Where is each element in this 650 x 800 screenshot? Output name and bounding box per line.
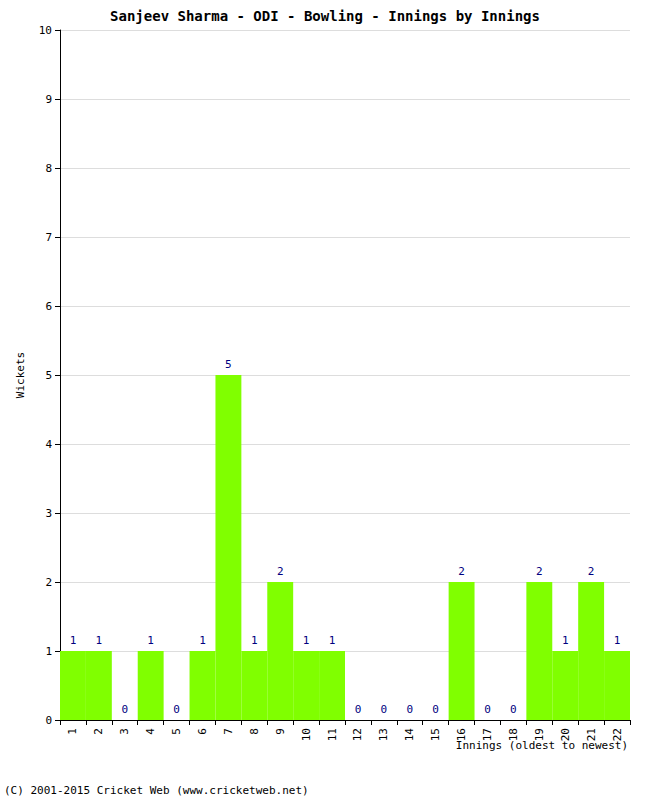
svg-text:2: 2 (277, 565, 284, 578)
svg-text:(C) 2001-2015 Cricket Web (www: (C) 2001-2015 Cricket Web (www.cricketwe… (4, 784, 309, 797)
svg-text:0: 0 (381, 703, 388, 716)
svg-text:0: 0 (406, 703, 413, 716)
svg-text:5: 5 (45, 369, 52, 382)
svg-text:7: 7 (222, 728, 235, 735)
svg-text:1: 1 (329, 634, 336, 647)
svg-text:1: 1 (66, 728, 79, 735)
svg-text:Sanjeev Sharma - ODI - Bowling: Sanjeev Sharma - ODI - Bowling - Innings… (110, 8, 540, 24)
svg-text:17: 17 (481, 728, 494, 741)
svg-text:1: 1 (96, 634, 103, 647)
svg-text:4: 4 (45, 438, 52, 451)
svg-text:19: 19 (533, 728, 546, 741)
svg-text:2: 2 (45, 576, 52, 589)
svg-text:10: 10 (300, 728, 313, 741)
svg-text:10: 10 (39, 24, 52, 37)
svg-text:9: 9 (45, 93, 52, 106)
svg-text:1: 1 (251, 634, 258, 647)
svg-text:6: 6 (45, 300, 52, 313)
svg-text:Innings (oldest to newest): Innings (oldest to newest) (455, 739, 628, 752)
svg-text:3: 3 (45, 507, 52, 520)
svg-text:1: 1 (614, 634, 621, 647)
svg-text:9: 9 (274, 728, 287, 735)
svg-text:8: 8 (248, 728, 261, 735)
svg-text:1: 1 (562, 634, 569, 647)
svg-text:2: 2 (536, 565, 543, 578)
svg-text:Wickets: Wickets (14, 352, 27, 398)
svg-text:0: 0 (121, 703, 128, 716)
svg-text:1: 1 (70, 634, 77, 647)
svg-text:21: 21 (585, 728, 598, 741)
svg-text:8: 8 (45, 162, 52, 175)
svg-text:16: 16 (455, 728, 468, 741)
svg-text:0: 0 (484, 703, 491, 716)
svg-text:2: 2 (92, 728, 105, 735)
svg-text:0: 0 (432, 703, 439, 716)
svg-text:20: 20 (559, 728, 572, 741)
svg-text:0: 0 (355, 703, 362, 716)
svg-text:1: 1 (199, 634, 206, 647)
svg-text:22: 22 (611, 728, 624, 741)
svg-text:6: 6 (196, 728, 209, 735)
svg-text:3: 3 (118, 728, 131, 735)
svg-text:2: 2 (458, 565, 465, 578)
svg-text:12: 12 (351, 728, 364, 741)
svg-text:2: 2 (588, 565, 595, 578)
svg-text:1: 1 (147, 634, 154, 647)
svg-text:1: 1 (45, 645, 52, 658)
svg-text:0: 0 (510, 703, 517, 716)
svg-text:15: 15 (429, 728, 442, 741)
svg-text:14: 14 (403, 728, 416, 742)
svg-text:13: 13 (377, 728, 390, 741)
svg-text:5: 5 (170, 728, 183, 735)
svg-text:18: 18 (507, 728, 520, 741)
svg-text:11: 11 (326, 728, 339, 741)
svg-text:0: 0 (45, 714, 52, 727)
svg-text:0: 0 (173, 703, 180, 716)
svg-text:4: 4 (144, 728, 157, 735)
svg-text:1: 1 (303, 634, 310, 647)
svg-text:7: 7 (45, 231, 52, 244)
svg-text:5: 5 (225, 358, 232, 371)
